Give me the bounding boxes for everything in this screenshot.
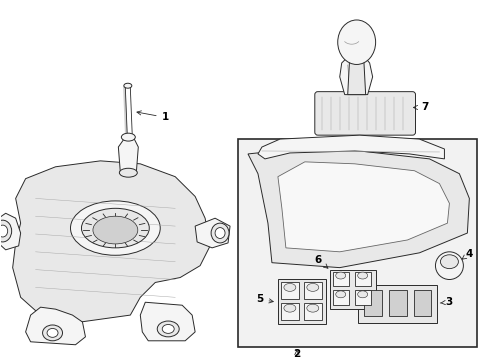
Polygon shape [357, 285, 437, 323]
Ellipse shape [162, 324, 174, 333]
Bar [413, 291, 430, 316]
Ellipse shape [121, 133, 135, 141]
Ellipse shape [157, 321, 179, 337]
Ellipse shape [93, 216, 138, 244]
Polygon shape [0, 213, 20, 250]
Text: 2: 2 [293, 348, 300, 359]
Ellipse shape [81, 208, 149, 248]
Ellipse shape [306, 304, 318, 312]
Text: 6: 6 [313, 255, 327, 268]
Ellipse shape [284, 304, 295, 312]
Bar [280, 283, 298, 299]
Text: 1: 1 [137, 111, 168, 122]
Bar [354, 271, 370, 287]
Ellipse shape [0, 220, 12, 242]
Bar [280, 303, 298, 320]
Ellipse shape [0, 225, 8, 237]
Ellipse shape [47, 328, 58, 337]
Polygon shape [195, 218, 229, 248]
Polygon shape [140, 302, 195, 341]
Ellipse shape [123, 83, 132, 88]
Polygon shape [339, 57, 372, 95]
Ellipse shape [306, 283, 318, 291]
Bar [388, 291, 406, 316]
Polygon shape [277, 162, 448, 252]
Ellipse shape [70, 201, 160, 255]
Bar [332, 291, 348, 305]
Ellipse shape [435, 252, 463, 279]
Bar [238, 139, 476, 347]
Polygon shape [329, 270, 375, 309]
Ellipse shape [215, 228, 224, 238]
Text: 4: 4 [461, 249, 472, 259]
Ellipse shape [357, 291, 367, 298]
Text: 5: 5 [256, 294, 273, 304]
Polygon shape [247, 149, 468, 267]
Ellipse shape [284, 283, 295, 291]
FancyBboxPatch shape [314, 92, 415, 135]
Polygon shape [25, 307, 85, 345]
Ellipse shape [337, 20, 375, 64]
Ellipse shape [357, 272, 367, 279]
Polygon shape [347, 57, 365, 95]
Bar [363, 291, 381, 316]
Bar [303, 303, 321, 320]
Ellipse shape [335, 272, 345, 279]
Text: 3: 3 [439, 297, 452, 307]
Polygon shape [258, 135, 444, 159]
Polygon shape [118, 137, 138, 173]
Bar [332, 271, 348, 287]
Bar [354, 291, 370, 305]
Ellipse shape [211, 223, 228, 243]
Bar [303, 283, 321, 299]
Ellipse shape [119, 168, 137, 177]
Ellipse shape [335, 291, 345, 298]
Ellipse shape [42, 325, 62, 341]
Ellipse shape [440, 255, 457, 269]
Polygon shape [13, 161, 210, 322]
Text: 7: 7 [413, 103, 427, 112]
Polygon shape [277, 279, 325, 324]
